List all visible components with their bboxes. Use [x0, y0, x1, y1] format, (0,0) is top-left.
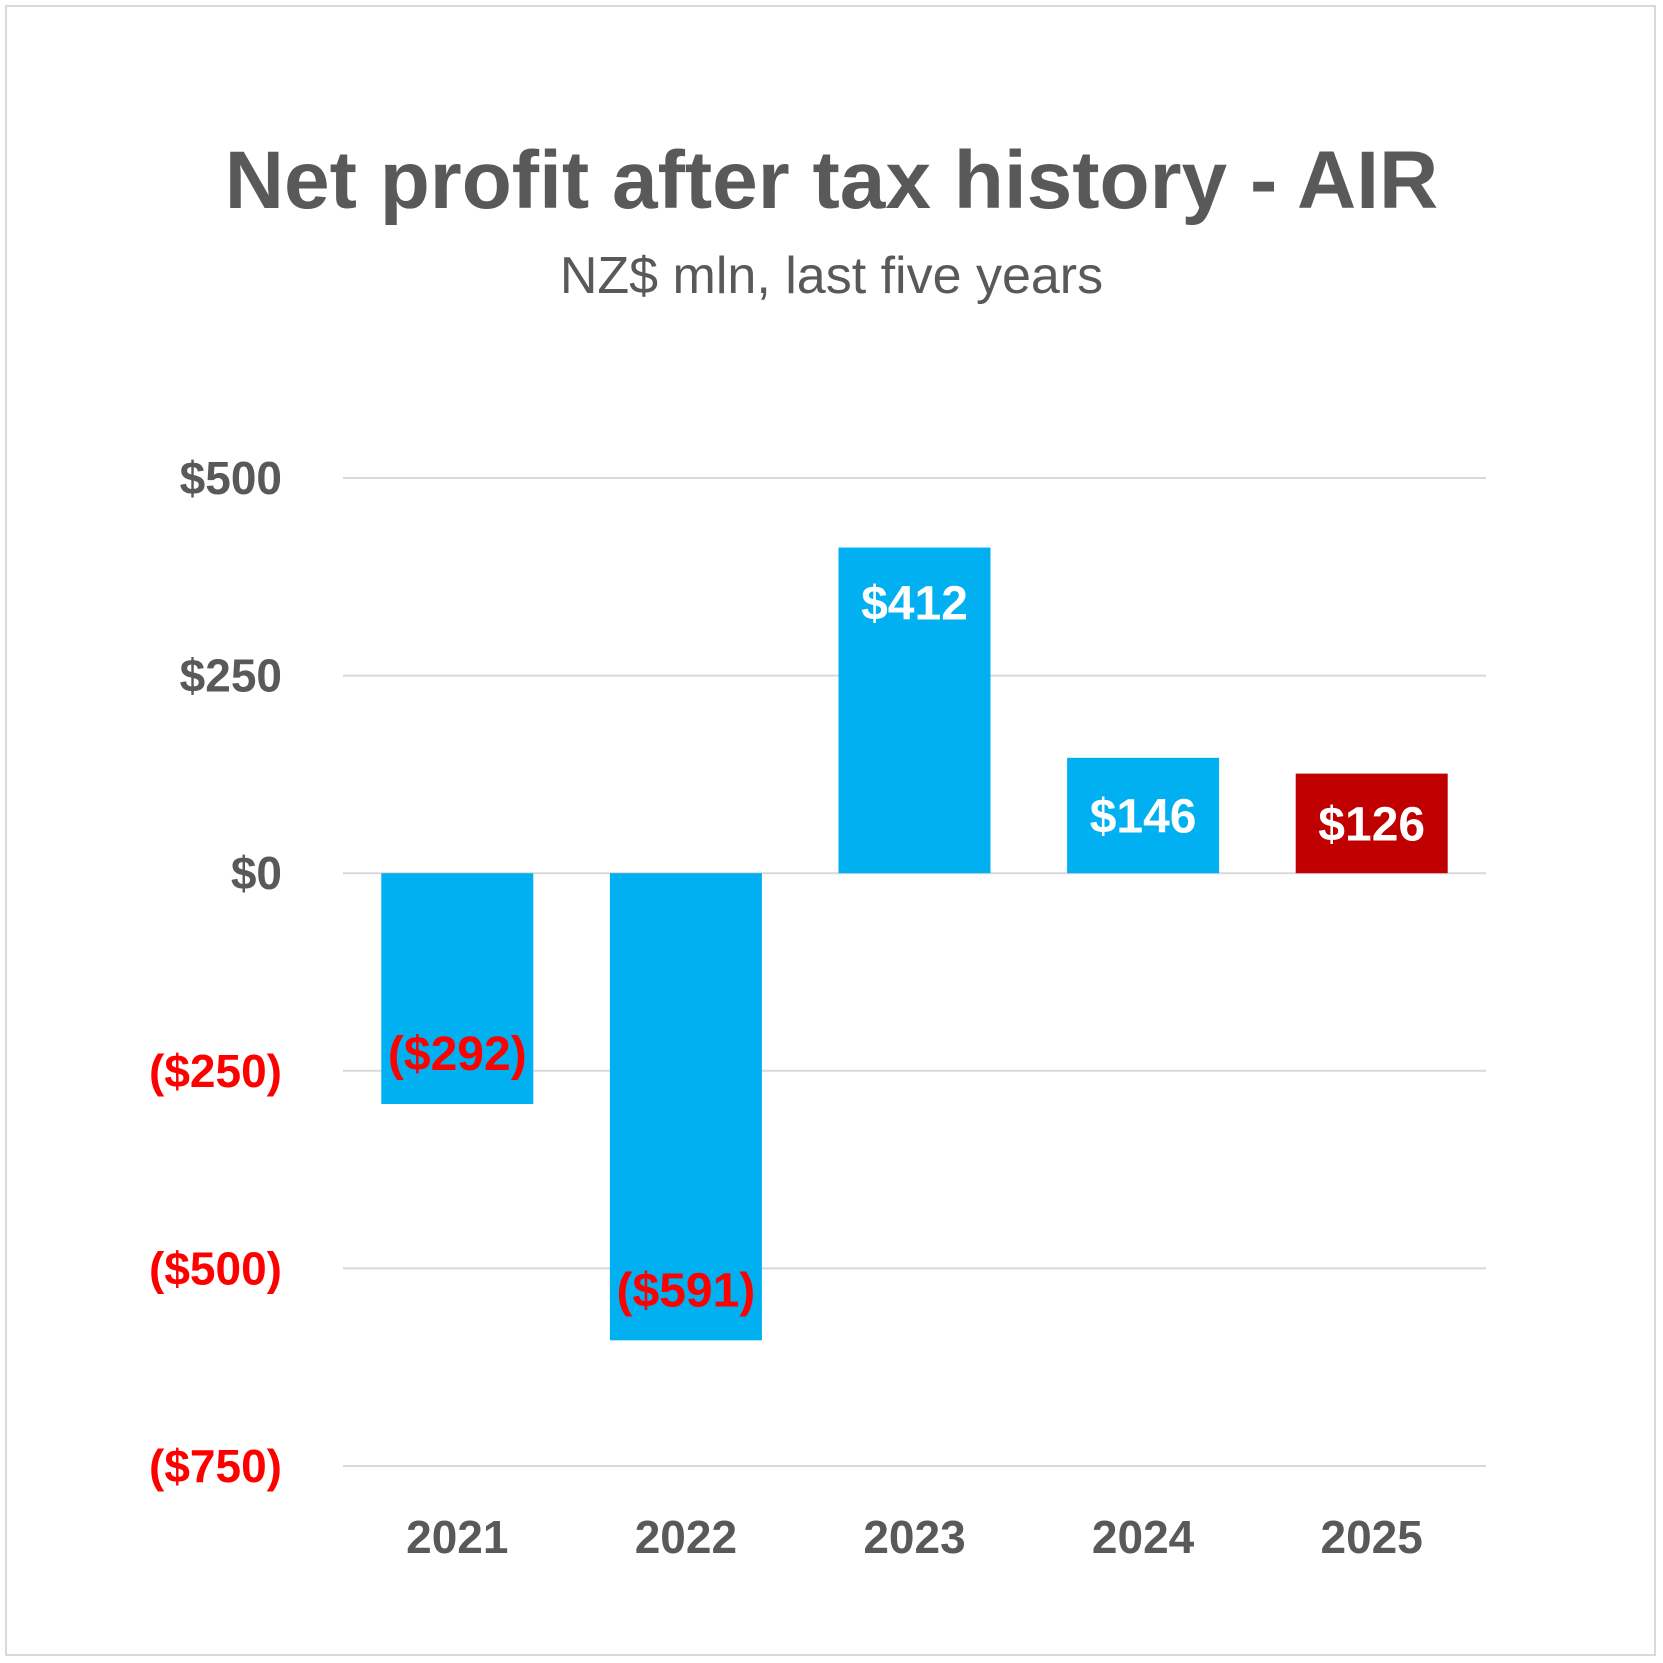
x-tick-label: 2023: [863, 1511, 965, 1563]
chart-title: Net profit after tax history - AIR: [224, 135, 1439, 226]
y-tick-label: ($750): [149, 1440, 282, 1492]
bar-2025: [1295, 773, 1448, 874]
x-axis-categories: 2021 2022 2023 2024 2025: [406, 1511, 1423, 1563]
x-tick-label: 2024: [1092, 1511, 1195, 1563]
chart-subtitle: NZ$ mln, last five years: [559, 247, 1104, 305]
y-axis-ticks: $500 $250 $0 ($250) ($500) ($750): [149, 452, 282, 1492]
x-tick-label: 2021: [406, 1511, 508, 1563]
y-tick-label: ($500): [149, 1242, 282, 1294]
data-label-2025: $126: [1318, 798, 1425, 851]
x-tick-label: 2025: [1321, 1511, 1423, 1563]
bar-2024: [1067, 757, 1220, 874]
x-tick-label: 2022: [635, 1511, 737, 1563]
y-tick-label: $0: [231, 847, 282, 899]
y-tick-label: ($250): [149, 1045, 282, 1097]
bars: [381, 547, 1448, 1341]
data-label-2021: ($292): [388, 1028, 527, 1081]
bar-2021: [381, 873, 534, 1104]
data-label-2022: ($591): [617, 1264, 756, 1317]
y-tick-label: $500: [180, 452, 282, 504]
data-label-2023: $412: [861, 578, 968, 631]
y-tick-label: $250: [180, 650, 282, 702]
bar-2023: [838, 547, 991, 874]
bar-2022: [609, 873, 762, 1341]
data-label-2024: $146: [1090, 791, 1197, 844]
data-labels: ($292) ($591) $412 $146 $126: [388, 578, 1425, 1318]
